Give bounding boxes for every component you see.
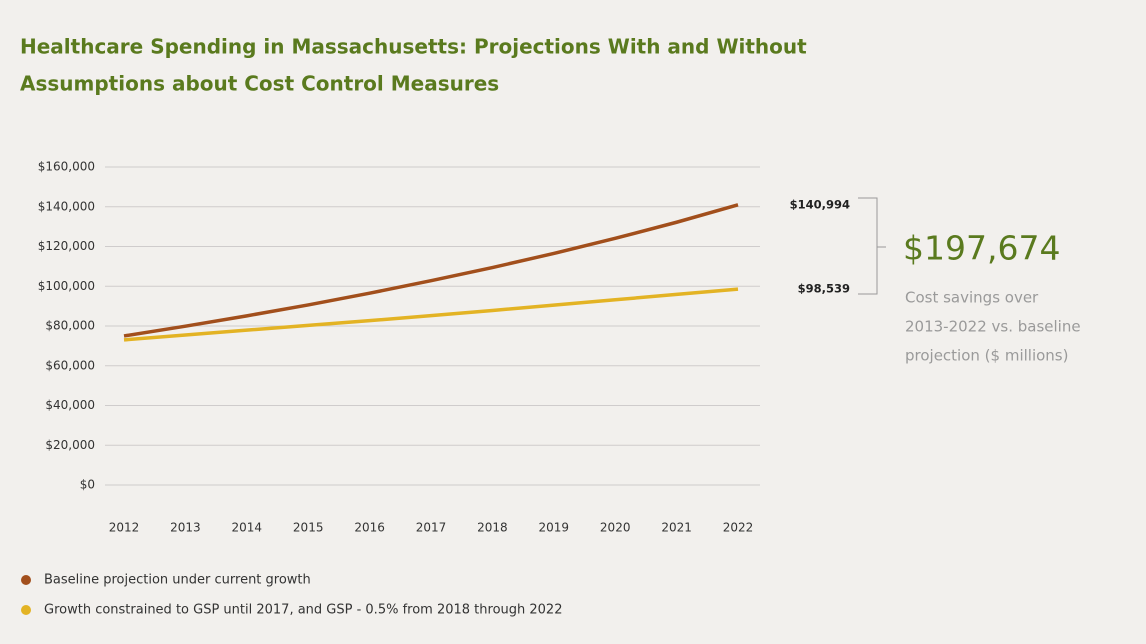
chart-title: Healthcare Spending in Massachusetts: Pr… (20, 35, 807, 59)
legend-marker (21, 575, 31, 585)
x-tick-label: 2014 (232, 521, 263, 535)
legend-marker (21, 605, 31, 615)
x-tick-label: 2019 (539, 521, 570, 535)
y-tick-label: $40,000 (45, 398, 95, 412)
y-tick-label: $140,000 (38, 199, 95, 213)
value-label: $140,994 (790, 197, 850, 211)
x-tick-label: 2018 (477, 521, 508, 535)
bracket (858, 197, 886, 295)
x-tick-label: 2012 (109, 521, 140, 535)
savings-note: 2013-2022 vs. baseline (905, 318, 1081, 336)
x-tick-label: 2017 (416, 521, 447, 535)
legend-label: Baseline projection under current growth (44, 573, 311, 588)
value-label: $98,539 (798, 282, 850, 296)
y-tick-label: $60,000 (45, 358, 95, 372)
savings-note: Cost savings over (905, 289, 1039, 307)
chart-title: Assumptions about Cost Control Measures (20, 72, 499, 96)
y-tick-label: $120,000 (38, 239, 95, 253)
y-tick-label: $80,000 (45, 319, 95, 333)
series-line (123, 287, 739, 342)
savings-value: $197,674 (903, 229, 1060, 268)
x-tick-label: 2022 (723, 521, 754, 535)
savings-note: projection ($ millions) (905, 347, 1068, 365)
x-tick-label: 2013 (170, 521, 201, 535)
y-tick-label: $160,000 (38, 160, 95, 174)
x-tick-label: 2021 (661, 521, 692, 535)
x-tick-label: 2020 (600, 521, 631, 535)
legend-label: Growth constrained to GSP until 2017, an… (44, 603, 562, 618)
y-tick-label: $20,000 (45, 438, 95, 452)
y-tick-label: $100,000 (38, 279, 95, 293)
x-tick-label: 2016 (354, 521, 385, 535)
x-tick-label: 2015 (293, 521, 324, 535)
y-tick-label: $0 (80, 478, 95, 492)
series-line (123, 203, 739, 338)
bracket-line (858, 197, 878, 295)
